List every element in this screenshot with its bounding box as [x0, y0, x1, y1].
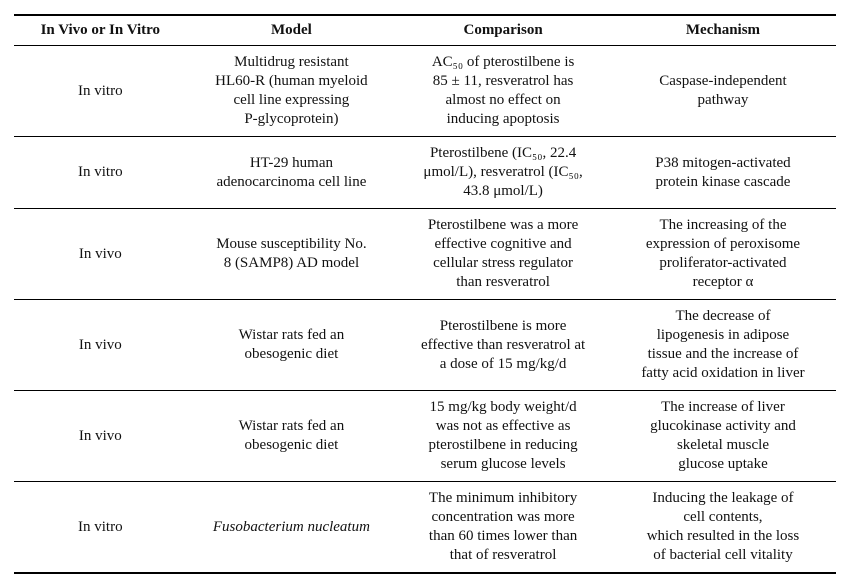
cell-model: Multidrug resistant HL60-R (human myeloi… — [215, 54, 368, 127]
cell-type: In vivo — [78, 427, 122, 444]
cell-type: In vitro — [78, 82, 123, 99]
cell-comparison: Pterostilbene is more effective than res… — [420, 317, 586, 372]
col-header-in-vivo-or-in-vitro: In Vivo or In Vitro — [40, 22, 161, 38]
col-header-model: Model — [271, 22, 312, 38]
cell-mechanism: The decrease of lipogenesis in adipose t… — [641, 308, 805, 381]
table-row: In vitro HT-29 human adenocarcinoma cell… — [14, 137, 836, 209]
cell-type: In vivo — [78, 336, 122, 353]
cell-comparison: 15 mg/kg body weight/d was not as effect… — [428, 399, 578, 472]
cell-model: Wistar rats fed an obesogenic diet — [238, 327, 345, 362]
cell-mechanism: Inducing the leakage of cell contents, w… — [646, 490, 800, 563]
cell-model: HT-29 human adenocarcinoma cell line — [216, 154, 367, 190]
cell-model: Mouse susceptibility No. 8 (SAMP8) AD mo… — [216, 236, 367, 271]
pterostilbene-comparison-table: In Vivo or In Vitro Model Comparison Mec… — [14, 14, 836, 574]
cell-mechanism: The increasing of the expression of pero… — [645, 217, 801, 290]
header-row: In Vivo or In Vitro Model Comparison Mec… — [14, 15, 836, 46]
cell-mechanism: The increase of liver glucokinase activi… — [650, 399, 796, 472]
cell-type: In vitro — [78, 164, 123, 180]
cell-comparison: The minimum inhibitory concentration was… — [428, 490, 578, 563]
cell-comparison: Pterostilbene was a more effective cogni… — [427, 217, 579, 290]
table-row: In vivo Mouse susceptibility No. 8 (SAMP… — [14, 209, 836, 300]
cell-type: In vitro — [78, 518, 123, 535]
table-row: In vivo Wistar rats fed an obesogenic di… — [14, 300, 836, 391]
cell-type: In vivo — [78, 245, 122, 262]
table-row: In vitro Fusobacterium nucleatum The min… — [14, 482, 836, 574]
cell-comparison: AC₅₀ of pterostilbene is 85 ± 11, resver… — [431, 54, 575, 127]
cell-model-species: Fusobacterium nucleatum — [212, 518, 370, 535]
col-header-mechanism: Mechanism — [685, 22, 761, 38]
cell-mechanism: P38 mitogen-activated protein kinase cas… — [655, 154, 791, 190]
cell-comparison: Pterostilbene (IC₅₀, 22.4 μmol/L), resve… — [423, 145, 583, 199]
table-row: In vivo Wistar rats fed an obesogenic di… — [14, 391, 836, 482]
cell-model: Wistar rats fed an obesogenic diet — [238, 418, 345, 453]
cell-mechanism: Caspase-independent pathway — [659, 73, 787, 108]
col-header-comparison: Comparison — [463, 22, 543, 38]
table-row: In vitro Multidrug resistant HL60-R (hum… — [14, 46, 836, 137]
